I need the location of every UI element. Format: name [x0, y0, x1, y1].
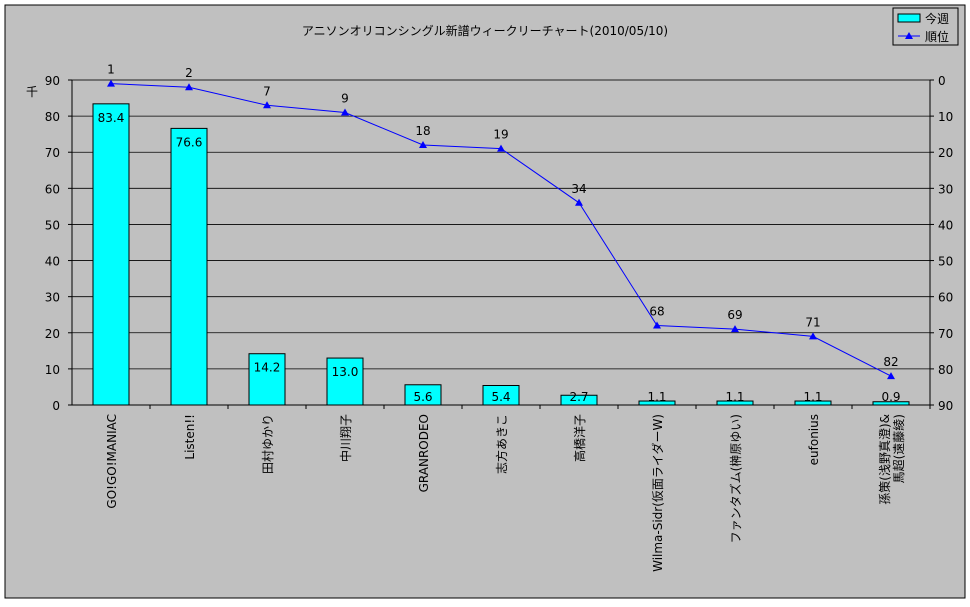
rank-marker [887, 372, 895, 380]
bar-data-label: 1.1 [725, 390, 744, 404]
left-tick-label: 60 [45, 182, 60, 196]
right-tick-label: 80 [938, 363, 953, 377]
left-tick-label: 70 [45, 146, 60, 160]
right-tick-label: 50 [938, 255, 953, 269]
left-tick-label: 20 [45, 327, 60, 341]
legend: 今週 順位 [892, 7, 959, 46]
x-tick-label: 中川翔子 [338, 414, 353, 462]
rank-marker [731, 325, 739, 333]
rank-data-label: 7 [263, 84, 271, 98]
left-tick-label: 10 [45, 363, 60, 377]
plot-area [71, 79, 931, 406]
legend-bar-swatch [897, 13, 921, 23]
right-tick-label: 40 [938, 218, 953, 232]
right-tick-label: 0 [938, 74, 946, 88]
x-tick-label: Listen!! [183, 414, 197, 460]
left-tick-label: 50 [45, 218, 60, 232]
left-tick-label: 40 [45, 255, 60, 269]
rank-data-label: 82 [883, 355, 898, 369]
right-tick-label: 10 [938, 110, 953, 124]
bar-data-label: 5.6 [413, 390, 432, 404]
bar [560, 394, 598, 406]
bar-data-label: 0.9 [881, 390, 900, 404]
rank-marker [341, 108, 349, 116]
bar [326, 357, 364, 406]
rank-marker [107, 79, 115, 87]
right-tick-label: 30 [938, 182, 953, 196]
bar-data-label: 13.0 [332, 365, 359, 379]
rank-marker [653, 321, 661, 329]
bar-data-label: 5.4 [491, 390, 510, 404]
bar-data-label: 2.7 [569, 390, 588, 404]
chart-title: アニソンオリコンシングル新譜ウィークリーチャート(2010/05/10) [302, 23, 668, 38]
x-tick-label: 馬超(遠藤綾) [891, 414, 906, 483]
y-axis-unit-label: 千 [26, 85, 38, 99]
x-tick-label: 高橋洋子 [572, 414, 587, 462]
rank-data-label: 2 [185, 66, 193, 80]
rank-data-label: 69 [727, 308, 742, 322]
right-tick-label: 60 [938, 291, 953, 305]
rank-marker [419, 141, 427, 148]
legend-label-line: 順位 [925, 29, 949, 44]
rank-data-label: 9 [341, 92, 349, 106]
x-tick-label: GRANRODEO [417, 414, 431, 492]
rank-data-label: 68 [649, 305, 664, 319]
left-tick-label: 30 [45, 291, 60, 305]
bar [170, 127, 208, 406]
legend-triangle-marker [905, 32, 913, 39]
rank-data-label: 34 [571, 182, 586, 196]
bar [482, 385, 520, 406]
right-tick-label: 90 [938, 399, 953, 413]
x-tick-label: Wilma-Sidr(仮面ライダーW) [650, 414, 665, 572]
bar-data-label: 14.2 [254, 361, 281, 375]
rank-data-label: 18 [415, 124, 430, 138]
x-tick-label: eufonius [807, 414, 821, 465]
bar-data-label: 76.6 [176, 135, 203, 149]
left-tick-label: 90 [45, 74, 60, 88]
bar [872, 401, 910, 406]
x-tick-label: 志方あきこ [494, 414, 509, 474]
legend-label-bar: 今週 [925, 11, 949, 26]
bar-data-label: 83.4 [98, 111, 125, 125]
bar [638, 400, 676, 406]
rank-marker [263, 101, 271, 109]
bar [794, 400, 832, 406]
rank-marker [185, 83, 193, 91]
bar [404, 384, 442, 406]
rank-data-label: 71 [805, 315, 820, 329]
bar [716, 400, 754, 406]
x-tick-label: GO!GO!MANIAC [105, 414, 119, 509]
rank-marker [575, 198, 583, 206]
rank-marker [497, 144, 505, 152]
bar [248, 353, 286, 406]
bar-data-label: 1.1 [803, 390, 822, 404]
x-tick-label: 孫策(浅野真澄)& [877, 414, 892, 505]
bar [92, 103, 130, 406]
bar-data-label: 1.1 [647, 390, 666, 404]
rank-marker [809, 332, 817, 340]
right-tick-label: 20 [938, 146, 953, 160]
rank-data-label: 19 [493, 128, 508, 142]
rank-data-label: 1 [107, 63, 115, 77]
left-tick-label: 0 [52, 399, 60, 413]
x-tick-label: 田村ゆかり [261, 414, 275, 474]
x-tick-label: ファンタズム(榊原ゆい) [728, 414, 743, 543]
right-tick-label: 70 [938, 327, 953, 341]
left-tick-label: 80 [45, 110, 60, 124]
